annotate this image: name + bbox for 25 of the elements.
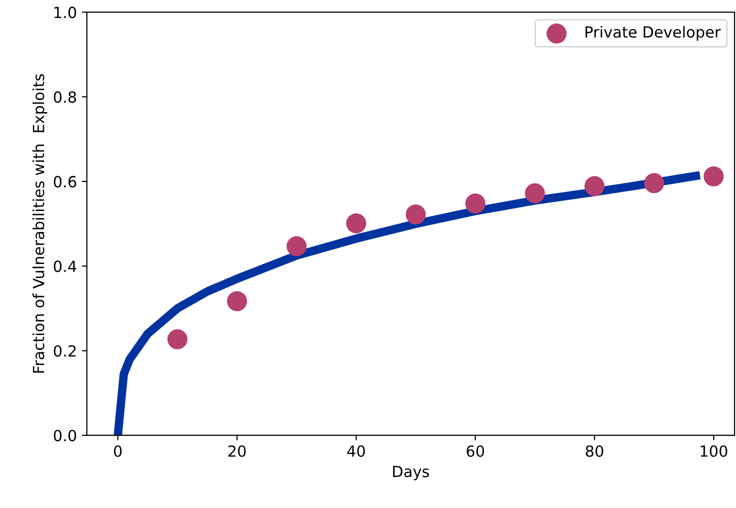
point bbox=[704, 166, 724, 186]
y-tick-label: 0.4 bbox=[54, 260, 76, 272]
point bbox=[167, 329, 188, 350]
point bbox=[644, 173, 664, 194]
point bbox=[584, 176, 605, 196]
point bbox=[226, 291, 248, 312]
y-tick-label: 0.6 bbox=[54, 176, 76, 188]
y-tick-label: 1.0 bbox=[54, 6, 76, 18]
point bbox=[346, 213, 366, 234]
x-tick-label: 20 bbox=[228, 445, 246, 457]
x-tick-label: 60 bbox=[466, 445, 484, 457]
x-tick-label: 80 bbox=[586, 445, 604, 457]
y-tick-label: 0.2 bbox=[54, 345, 76, 357]
point bbox=[406, 204, 426, 224]
point bbox=[286, 236, 307, 256]
point bbox=[465, 193, 486, 214]
point bbox=[524, 183, 545, 204]
x-tick-label: 40 bbox=[347, 445, 365, 457]
x-tick-label: 0 bbox=[114, 445, 122, 457]
legend-label: Private Developer bbox=[586, 26, 721, 41]
y-axis-title: Fraction of Vulnerabilities with Exploits bbox=[32, 74, 48, 373]
x-axis-title: Days bbox=[393, 466, 430, 480]
y-tick-label: 0.8 bbox=[54, 91, 76, 103]
x-tick-label: 100 bbox=[700, 445, 728, 457]
y-tick-label: 0.0 bbox=[54, 430, 76, 442]
